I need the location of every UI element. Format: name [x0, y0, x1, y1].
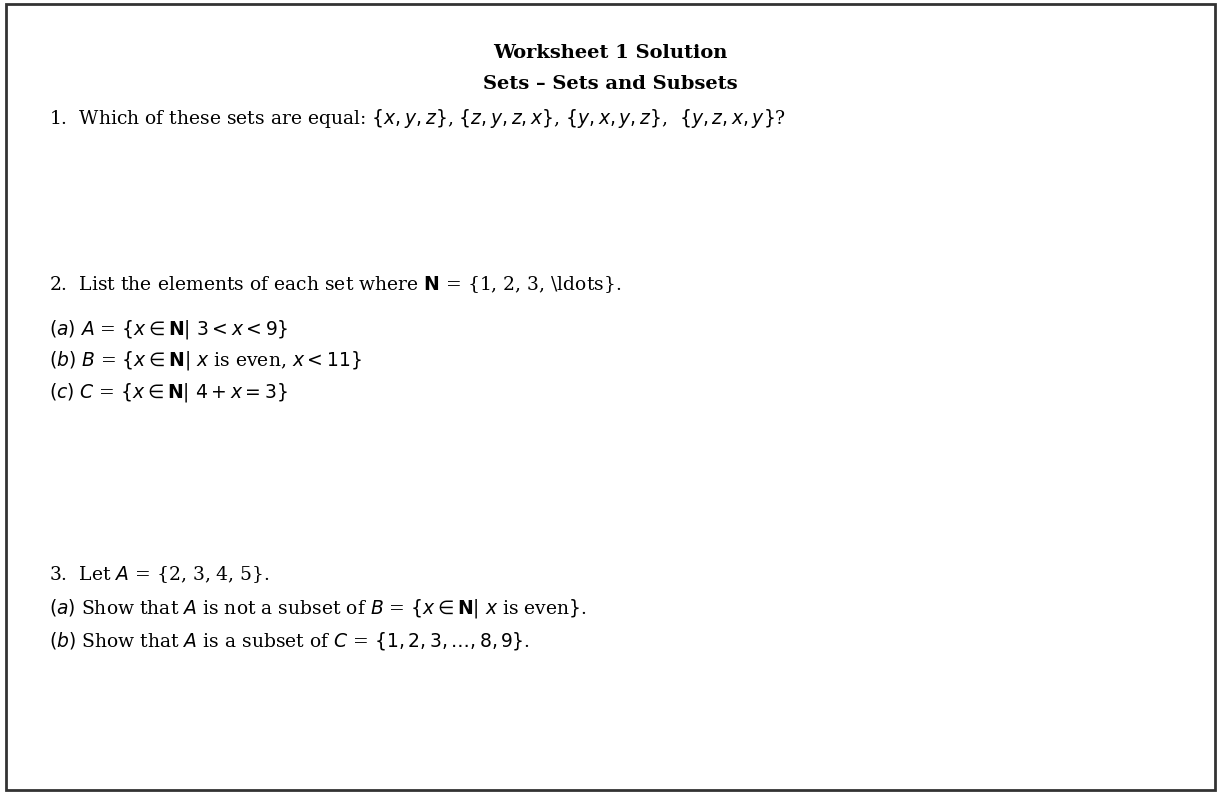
Text: $(b)$ $B$ = $\{x \in \mathbf{N}|$ $x$ is even, $x < 11\}$: $(b)$ $B$ = $\{x \in \mathbf{N}|$ $x$ is… — [49, 349, 361, 372]
Text: Sets – Sets and Subsets: Sets – Sets and Subsets — [484, 75, 737, 94]
Text: $(a)$ Show that $A$ is not a subset of $B$ = $\{x \in \mathbf{N}|$ $x$ is even$\: $(a)$ Show that $A$ is not a subset of $… — [49, 597, 586, 620]
Text: 3.  Let $A$ = {2, 3, 4, 5}.: 3. Let $A$ = {2, 3, 4, 5}. — [49, 564, 270, 584]
Text: $(b)$ Show that $A$ is a subset of $C$ = $\{1, 2, 3, \ldots, 8, 9\}$.: $(b)$ Show that $A$ is a subset of $C$ =… — [49, 630, 530, 653]
Text: 1.  Which of these sets are equal: $\{x, y, z\}$, $\{z, y, z, x\}$, $\{y, x, y, : 1. Which of these sets are equal: $\{x, … — [49, 107, 786, 130]
Text: Worksheet 1 Solution: Worksheet 1 Solution — [493, 44, 728, 62]
Text: $(c)$ $C$ = $\{x \in \mathbf{N}|$ $4 + x = 3\}$: $(c)$ $C$ = $\{x \in \mathbf{N}|$ $4 + x… — [49, 381, 288, 404]
Text: 2.  List the elements of each set where $\mathbf{N}$ = {1, 2, 3, \ldots}.: 2. List the elements of each set where $… — [49, 274, 621, 295]
Text: $(a)$ $A$ = $\{x \in \mathbf{N}|$ $3 < x < 9\}$: $(a)$ $A$ = $\{x \in \mathbf{N}|$ $3 < x… — [49, 318, 288, 341]
